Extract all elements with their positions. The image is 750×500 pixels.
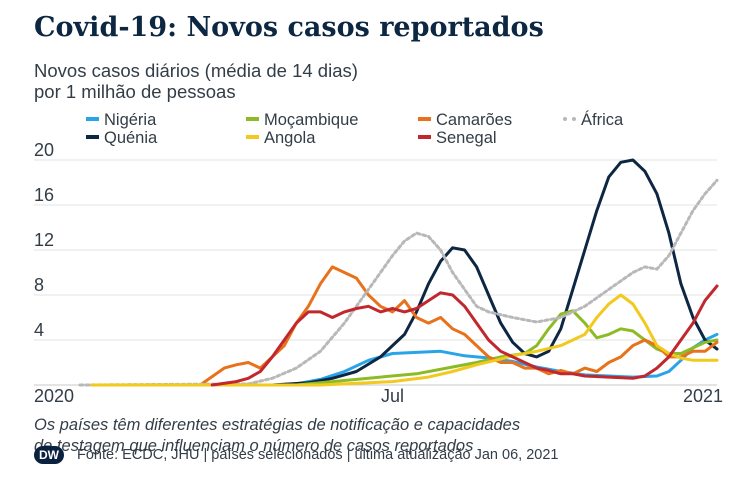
x-tick-label: 2021 xyxy=(683,386,723,406)
legend-swatch-senegal xyxy=(418,135,431,140)
series-line-senegal xyxy=(210,284,719,387)
series-lines xyxy=(78,158,719,387)
legend: Nigéria Moçambique Camarões África Quéni… xyxy=(86,111,706,151)
legend-label-camaroes: Camarões xyxy=(436,111,513,129)
legend-label-mocambique: Moçambique xyxy=(264,111,359,129)
legend-label-angola: Angola xyxy=(264,129,316,147)
x-axis-labels: 2020 Jul 2021 xyxy=(34,386,723,406)
legend-label-senegal: Senegal xyxy=(436,129,497,147)
footnote-line-2: de testagem que influenciam o número de … xyxy=(34,437,474,455)
legend-item-camaroes: Camarões xyxy=(418,111,512,130)
footnote: Os países têm diferentes estratégias de … xyxy=(34,415,734,457)
legend-label-quenia: Quénia xyxy=(104,129,158,147)
legend-item-quenia: Quénia xyxy=(86,129,157,148)
legend-swatch-africa xyxy=(563,117,576,122)
legend-label-africa: África xyxy=(581,111,624,129)
legend-item-nigeria: Nigéria xyxy=(86,111,156,130)
y-axis-labels: 4 8 12 16 20 xyxy=(34,140,54,340)
series-line-mocambique xyxy=(90,309,719,387)
series-line-africa xyxy=(78,178,719,387)
x-tick-label: 2020 xyxy=(34,386,74,406)
y-tick-label: 4 xyxy=(34,320,44,340)
legend-swatch-mocambique xyxy=(246,117,259,122)
source-text: Fonte: ECDC, JHU | países selecionados |… xyxy=(77,447,559,463)
legend-label-nigeria: Nigéria xyxy=(104,111,157,129)
grid xyxy=(34,159,717,386)
footnote-line-1: Os países têm diferentes estratégias de … xyxy=(34,416,521,434)
y-tick-label: 8 xyxy=(34,275,44,295)
legend-item-mocambique: Moçambique xyxy=(246,111,358,130)
legend-item-africa: África xyxy=(563,111,623,130)
dw-logo: DW xyxy=(34,446,64,464)
y-tick-label: 12 xyxy=(34,230,54,250)
series-line-angola xyxy=(90,293,719,387)
subtitle-line-1: Novos casos diários (média de 14 dias) xyxy=(34,60,358,81)
legend-swatch-angola xyxy=(246,135,259,140)
series-line-quenia xyxy=(90,158,719,387)
legend-swatch-quenia xyxy=(86,135,99,140)
chart-subtitle: Novos casos diários (média de 14 dias) p… xyxy=(34,60,358,102)
chart-title: Covid-19: Novos casos reportados xyxy=(34,12,544,43)
y-tick-label: 20 xyxy=(34,140,54,160)
legend-swatch-nigeria xyxy=(86,117,99,122)
legend-item-senegal: Senegal xyxy=(418,129,497,148)
y-tick-label: 16 xyxy=(34,185,54,205)
subtitle-line-2: por 1 milhão de pessoas xyxy=(34,81,236,102)
legend-swatch-camaroes xyxy=(418,117,431,122)
x-tick-label: Jul xyxy=(381,386,404,406)
footer: DW Fonte: ECDC, JHU | países selecionado… xyxy=(34,446,724,472)
legend-item-angola: Angola xyxy=(246,129,315,148)
